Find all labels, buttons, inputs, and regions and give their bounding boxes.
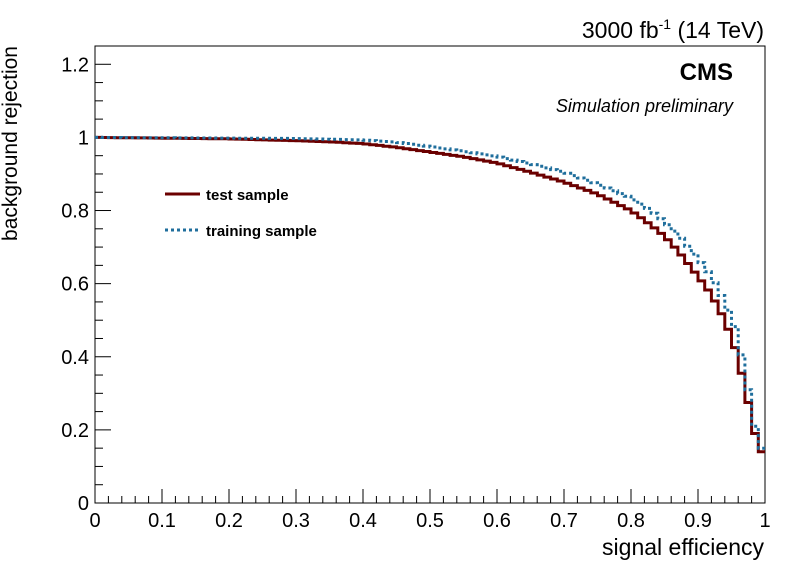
x-tick-label: 0.4 [349, 510, 377, 532]
x-axis: 0 0.1 0.2 0.3 0.4 0.5 0.6 0.7 0.8 0.9 1 [89, 489, 771, 532]
cms-label: CMS [680, 59, 733, 86]
x-tick-label: 0.1 [148, 510, 176, 532]
series-line-test-sample [95, 135, 765, 454]
y-axis: 0 0.2 0.4 0.6 0.8 1 1.2 [61, 45, 111, 515]
x-tick-label: 0.3 [282, 510, 310, 532]
x-tick-label: 0.9 [684, 510, 712, 532]
y-tick-label: 0.6 [61, 274, 89, 296]
y-tick-label: 0.2 [61, 420, 89, 442]
series-group [95, 135, 765, 454]
y-tick-label: 0 [78, 493, 89, 515]
x-tick-label: 0.8 [617, 510, 645, 532]
y-tick-label: 0.4 [61, 347, 89, 369]
x-tick-label: 0.2 [215, 510, 243, 532]
legend-label: training sample [206, 223, 317, 240]
x-tick-label: 0.7 [550, 510, 578, 532]
y-axis-title: background rejection [0, 46, 22, 241]
x-tick-label: 0.5 [416, 510, 444, 532]
x-tick-label: 1 [759, 510, 770, 532]
luminosity-label: 3000 fb-1 (14 TeV) [582, 16, 764, 43]
x-axis-title: signal efficiency [602, 534, 764, 560]
y-tick-label: 1 [78, 127, 89, 149]
legend-label: test sample [206, 187, 289, 204]
y-tick-label: 0.8 [61, 201, 89, 223]
simulation-preliminary-label: Simulation preliminary [556, 96, 734, 116]
legend: test sample training sample [165, 187, 317, 240]
y-tick-label: 1.2 [61, 54, 89, 76]
x-tick-label: 0.6 [483, 510, 511, 532]
x-tick-label: 0 [89, 510, 100, 532]
series-line-training-sample [95, 135, 765, 450]
